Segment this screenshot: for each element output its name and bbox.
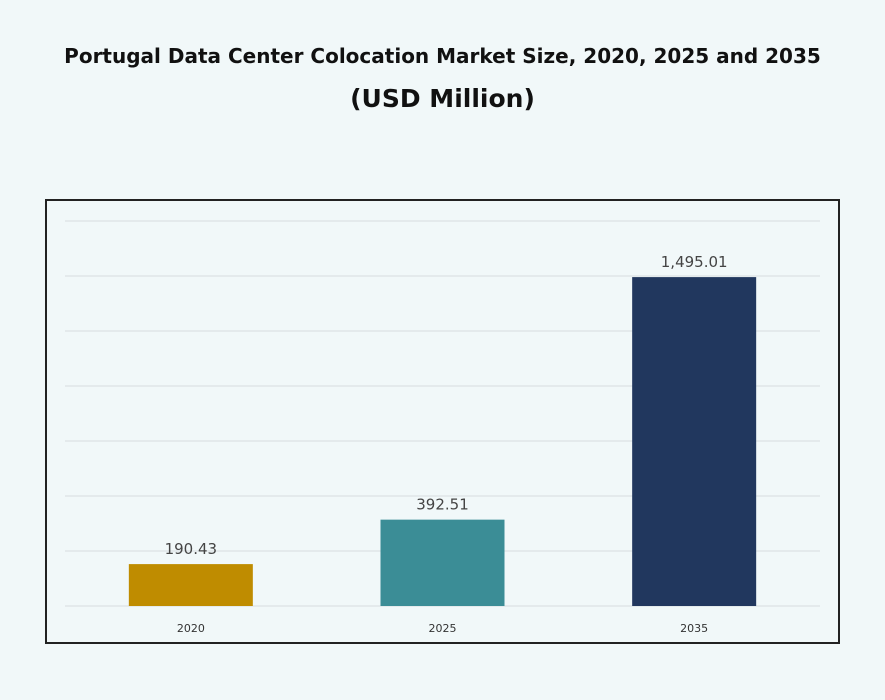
x-tick-label-2035: 2035 <box>680 622 708 635</box>
x-tick-label-2025: 2025 <box>429 622 457 635</box>
x-tick-label-2020: 2020 <box>177 622 205 635</box>
chart-subtitle: (USD Million) <box>350 84 535 113</box>
chart-title: Portugal Data Center Colocation Market S… <box>64 44 821 68</box>
data-label-2020: 190.43 <box>165 540 218 558</box>
data-label-2025: 392.51 <box>416 496 469 514</box>
bar-2025 <box>380 519 505 606</box>
chart-frame <box>45 199 840 644</box>
data-label-2035: 1,495.01 <box>661 253 728 271</box>
bar-2020 <box>128 564 253 606</box>
bar-2035 <box>632 277 757 606</box>
